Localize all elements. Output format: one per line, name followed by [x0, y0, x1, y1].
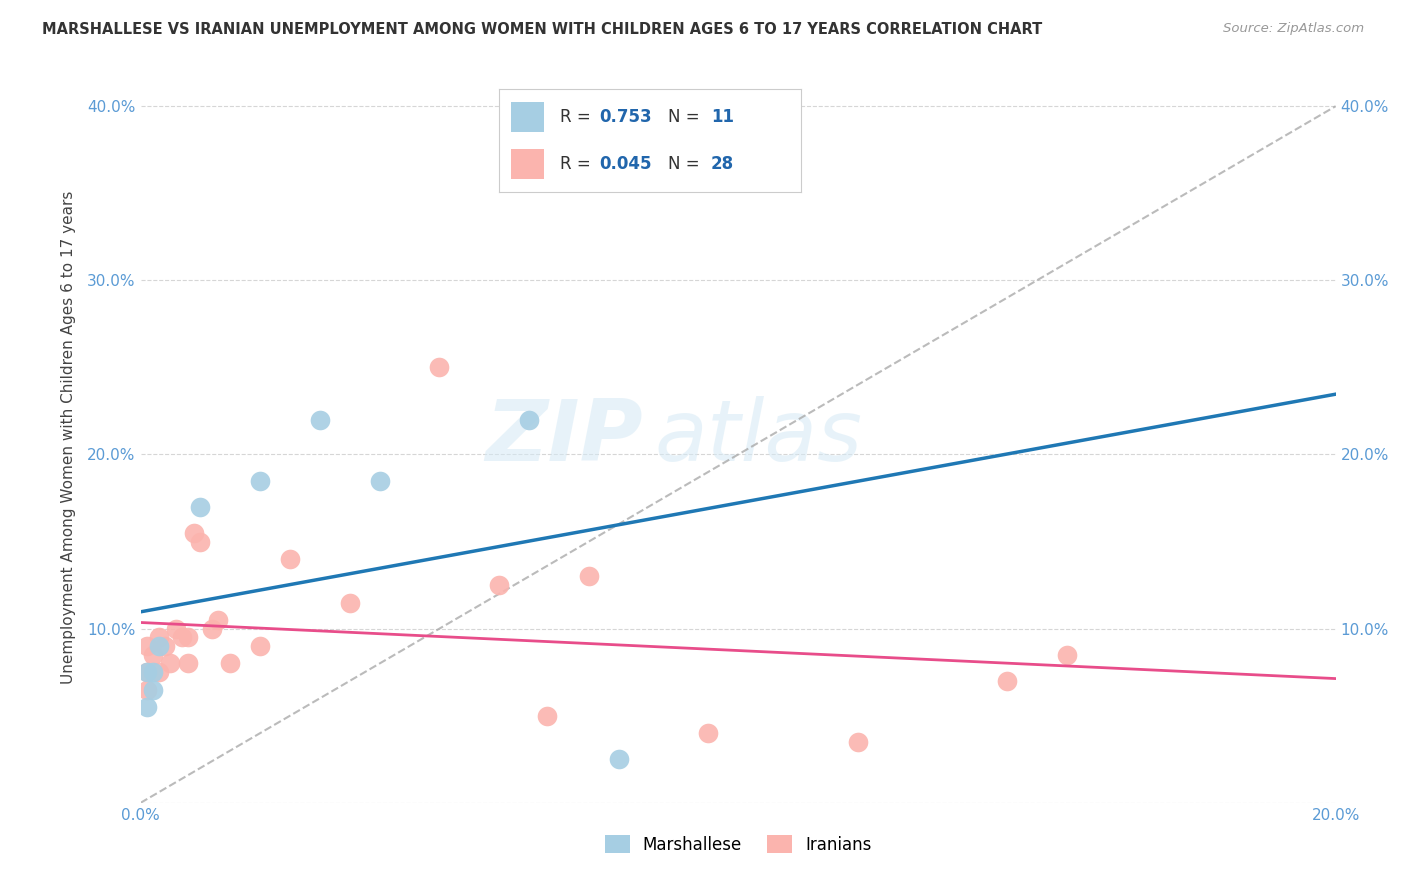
Point: [177, 631, 200, 645]
FancyBboxPatch shape: [512, 102, 544, 132]
Point: [148, 631, 170, 645]
Text: N =: N =: [668, 155, 706, 173]
Text: 0.045: 0.045: [599, 155, 651, 173]
Point: [219, 657, 242, 671]
Point: [697, 726, 720, 740]
Point: [517, 412, 540, 426]
Point: [188, 500, 212, 514]
Point: [148, 665, 170, 680]
Text: Source: ZipAtlas.com: Source: ZipAtlas.com: [1223, 22, 1364, 36]
Point: [607, 752, 630, 766]
Point: [166, 622, 188, 636]
Point: [135, 700, 157, 714]
Y-axis label: Unemployment Among Women with Children Ages 6 to 17 years: Unemployment Among Women with Children A…: [60, 190, 76, 684]
Point: [488, 578, 510, 592]
Point: [159, 657, 181, 671]
Point: [995, 673, 1018, 688]
Point: [201, 622, 224, 636]
Text: R =: R =: [560, 155, 596, 173]
Point: [172, 631, 194, 645]
Point: [148, 639, 170, 653]
Text: MARSHALLESE VS IRANIAN UNEMPLOYMENT AMONG WOMEN WITH CHILDREN AGES 6 TO 17 YEARS: MARSHALLESE VS IRANIAN UNEMPLOYMENT AMON…: [42, 22, 1042, 37]
Point: [278, 552, 301, 566]
Point: [135, 665, 157, 680]
Point: [183, 525, 205, 540]
Text: 28: 28: [710, 155, 734, 173]
Point: [141, 682, 163, 697]
Text: N =: N =: [668, 108, 706, 126]
Point: [141, 665, 163, 680]
Point: [339, 595, 361, 609]
Point: [141, 648, 163, 662]
Point: [368, 474, 391, 488]
Text: 11: 11: [710, 108, 734, 126]
Legend: Marshallese, Iranians: Marshallese, Iranians: [598, 829, 879, 860]
Point: [536, 708, 558, 723]
Text: atlas: atlas: [655, 395, 862, 479]
Point: [135, 682, 157, 697]
Point: [177, 657, 200, 671]
Point: [249, 639, 271, 653]
Point: [135, 639, 157, 653]
Point: [188, 534, 212, 549]
Point: [135, 665, 157, 680]
Point: [1056, 648, 1078, 662]
Point: [207, 613, 229, 627]
Point: [578, 569, 600, 583]
Point: [846, 735, 869, 749]
Text: R =: R =: [560, 108, 596, 126]
Point: [249, 474, 271, 488]
Point: [427, 360, 450, 375]
Text: 0.753: 0.753: [599, 108, 651, 126]
Text: ZIP: ZIP: [485, 395, 643, 479]
Point: [153, 639, 176, 653]
FancyBboxPatch shape: [512, 149, 544, 179]
Point: [309, 412, 332, 426]
